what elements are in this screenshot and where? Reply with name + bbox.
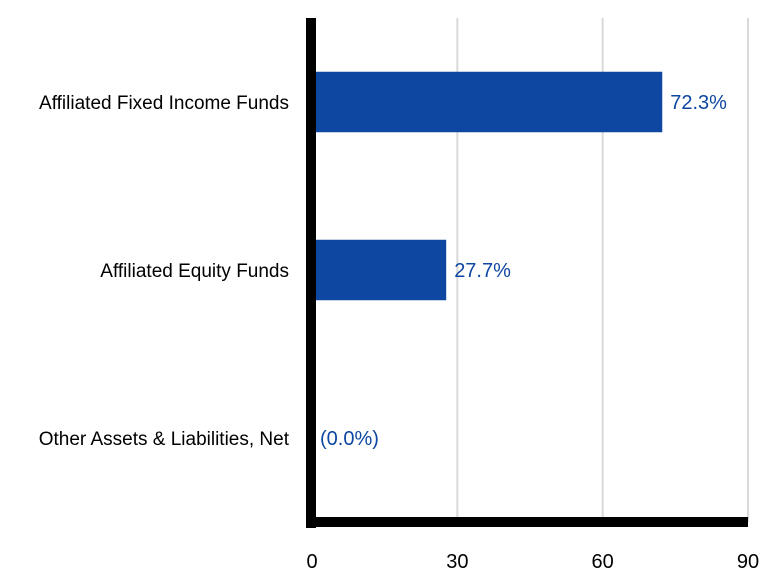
x-tick-label: 60	[592, 551, 614, 573]
bar-0	[312, 71, 663, 133]
data-label: 27.7%	[454, 260, 511, 282]
category-labels: Affiliated Fixed Income Funds Affiliated …	[39, 93, 290, 450]
bars	[312, 71, 663, 301]
x-axis-line	[306, 517, 748, 527]
y-axis-line	[306, 18, 316, 528]
x-tick-label: 90	[737, 551, 759, 573]
axes	[306, 18, 748, 528]
tick-labels: 0 30 60 90	[306, 551, 759, 573]
bar-1	[312, 239, 447, 301]
category-label: Affiliated Fixed Income Funds	[39, 93, 289, 114]
data-label: 72.3%	[670, 92, 727, 114]
category-label: Affiliated Equity Funds	[100, 261, 289, 282]
x-tick-label: 0	[306, 551, 317, 573]
category-label: Other Assets & Liabilities, Net	[39, 429, 290, 450]
data-label: (0.0%)	[320, 428, 379, 450]
data-labels: 72.3% 27.7% (0.0%)	[320, 92, 727, 450]
x-tick-label: 30	[446, 551, 468, 573]
